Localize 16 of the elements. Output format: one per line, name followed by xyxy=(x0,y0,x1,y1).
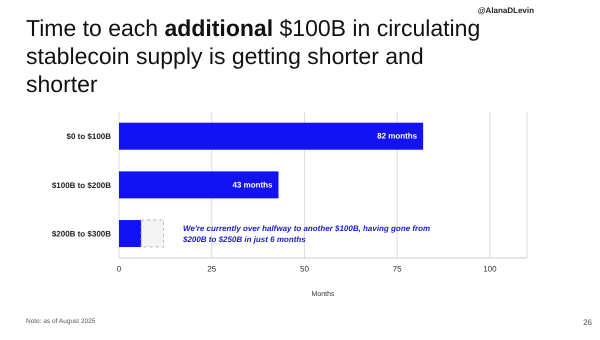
chart-title: Time to each additional $100B in circulating stablecoin supply is getting shorter and shorter xyxy=(26,15,480,97)
annotation: We're currently over halfway to another $100B, having gone from $200B to $250B in just 6 months xyxy=(183,223,432,245)
y-tick-label: $200B to $300B xyxy=(52,230,112,239)
y-tick-label: $0 to $100B xyxy=(66,132,112,142)
text: 26 xyxy=(583,318,592,327)
data-label: 82 months xyxy=(377,132,418,141)
x-tick-label: 75 xyxy=(392,264,402,274)
x-tick-label: 50 xyxy=(300,264,310,274)
x-tick-label: 0 xyxy=(116,264,122,274)
data-label: 43 months xyxy=(232,180,274,190)
text: @AlanaDLevin xyxy=(478,6,534,15)
bar xyxy=(119,171,278,198)
x-tick-label: 25 xyxy=(207,264,217,274)
bar xyxy=(119,122,424,150)
x-tick-label: 100 xyxy=(483,264,498,274)
y-tick-label: $100B to $200B xyxy=(52,180,112,190)
